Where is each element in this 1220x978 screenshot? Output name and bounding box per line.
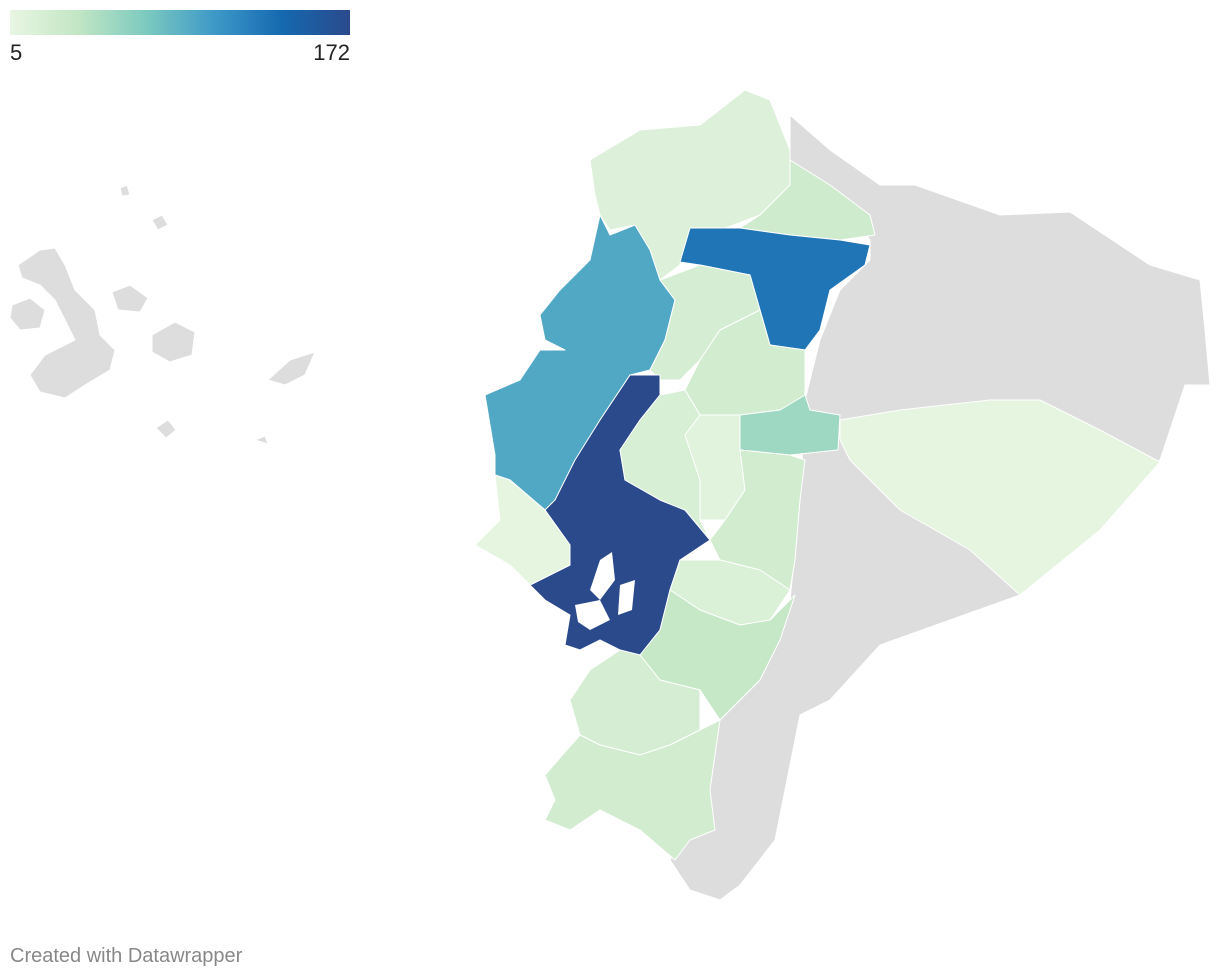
water [618, 580, 635, 615]
province [649, 264, 761, 381]
galapagos-fernandina [9, 297, 46, 331]
galapagos-marchena [119, 184, 131, 197]
galapagos-santiago [111, 284, 149, 313]
legend-gradient [10, 10, 350, 35]
footer: Created with Datawrapper [10, 945, 243, 967]
water [575, 600, 610, 630]
water [590, 552, 615, 600]
legend-max: 172 [313, 40, 350, 65]
galapagos-espanola [253, 435, 269, 445]
provinces [474, 89, 1161, 861]
province [474, 474, 571, 586]
galapagos-santa-cruz [151, 321, 196, 363]
legend-min: 5 [10, 40, 22, 65]
galapagos-floreana [155, 419, 177, 439]
galapagos-isabela [17, 247, 116, 399]
galapagos-san-cristobal [267, 351, 316, 386]
galapagos-pinta [151, 214, 169, 231]
province [839, 399, 1161, 596]
province [544, 719, 721, 861]
